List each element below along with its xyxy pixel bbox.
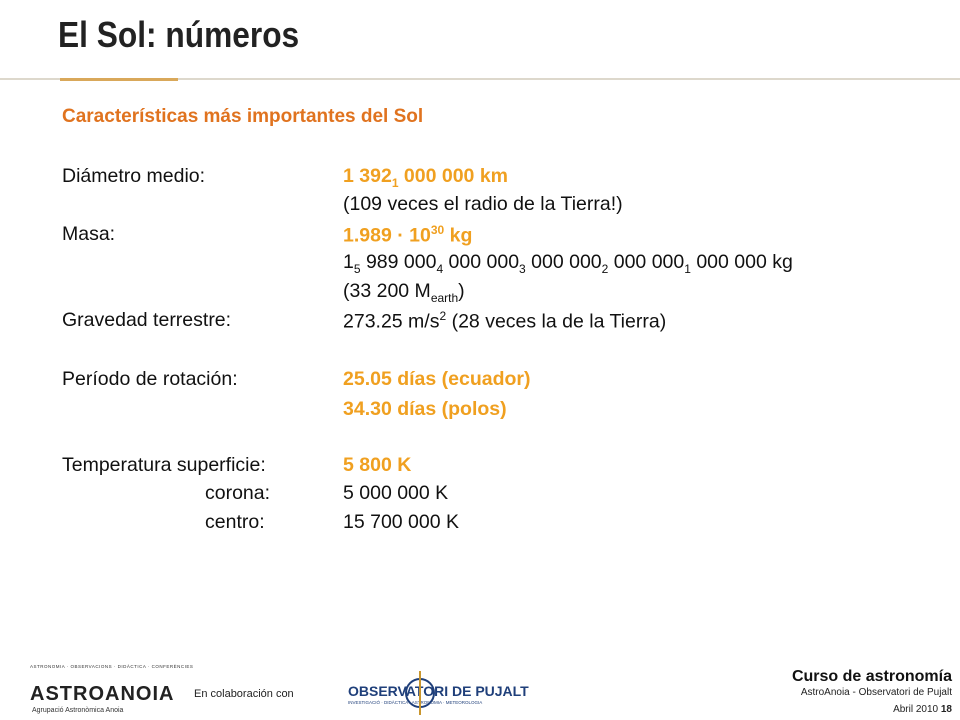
value-part: 273.25 m/s <box>343 310 440 333</box>
value-part: 15 700 000 K <box>343 511 460 533</box>
row-value: 273.25 m/s2 (28 veces la de la Tierra) <box>343 309 666 334</box>
value-part: (109 veces el radio de la Tierra!) <box>343 193 623 215</box>
header-rule <box>0 78 960 80</box>
value-part: 30 <box>430 223 445 237</box>
row-value: (33 200 Mearth) <box>343 280 465 305</box>
row-value: 1.989 · 1030 kg <box>343 223 472 248</box>
value-part: 2 <box>601 261 609 276</box>
value-part: 1 <box>391 175 399 190</box>
logo-tagline: ASTRONOMIA · OBSERVACIONS · DIDÀCTICA · … <box>30 664 194 669</box>
value-part: 000 000 <box>608 251 685 273</box>
pujalt-emblem <box>405 671 435 715</box>
row-value: 5 800 K <box>343 454 411 477</box>
row-label: centro: <box>205 511 265 533</box>
row-value: 34.30 días (polos) <box>343 398 507 421</box>
value-part: 000 000 kg <box>690 251 793 273</box>
value-part: 25.05 días (ecuador) <box>343 368 531 390</box>
row-value: 15 700 000 K <box>343 511 459 534</box>
collaboration: En colaboración con <box>194 688 294 700</box>
course: Curso de astronomía <box>791 668 952 685</box>
row-label: Período de rotación: <box>62 368 238 390</box>
header-accent <box>60 78 178 81</box>
pujalt-tagline: INVESTIGACIÓ · DIDÀCTICA · ASTRONOMIA · … <box>348 700 483 705</box>
row-label: Temperatura superficie: <box>62 454 266 476</box>
value-part: 5 <box>353 261 361 276</box>
organizers: AstroAnoia - Observatori de Pujalt <box>800 687 952 698</box>
row-value: 15 989 0004 000 0003 000 0002 000 0001 0… <box>343 251 793 276</box>
logo-pujalt: OBSERVATORI DE PUJALT <box>348 683 529 699</box>
row-label: Gravedad terrestre: <box>62 309 232 331</box>
value-part: 5 800 K <box>343 454 412 476</box>
page-number: 18 <box>940 704 952 715</box>
date: Abril 2010 <box>893 704 939 715</box>
value-part: earth <box>430 290 459 305</box>
value-part: 000 000 km <box>398 165 509 187</box>
value-part: 34.30 días (polos) <box>343 398 507 420</box>
value-part: 5 000 000 K <box>343 482 449 504</box>
logo-name: Agrupació Astronòmica Anoia <box>32 707 124 714</box>
value-part: 000 000 <box>525 251 602 273</box>
row-value: 25.05 días (ecuador) <box>343 368 531 391</box>
value-part: 1 <box>343 251 354 273</box>
row-value: 1 3921 000 000 km <box>343 165 508 190</box>
value-part: kg <box>444 224 473 247</box>
page-info: Abril 2010 18 <box>893 704 952 715</box>
logo-astroanoia: ASTROANOIA <box>30 683 175 705</box>
value-part: 3 <box>519 261 526 276</box>
row-label: Masa: <box>62 223 116 245</box>
row-value: (109 veces el radio de la Tierra!) <box>343 193 623 216</box>
value-part: (33 200 M <box>343 280 431 302</box>
value-part: ) <box>458 280 465 302</box>
value-part: 2 <box>439 309 447 323</box>
value-part: 1 392 <box>343 165 392 187</box>
value-part: 989 000 <box>360 251 437 273</box>
row-label: Diámetro medio: <box>62 165 206 187</box>
value-part: 000 000 <box>443 251 520 273</box>
value-part: 1 <box>684 261 691 276</box>
row-label: corona: <box>205 482 271 504</box>
value-part: 4 <box>436 261 444 276</box>
row-value: 5 000 000 K <box>343 482 448 505</box>
value-part: (28 veces la de la Tierra) <box>446 310 667 333</box>
section-title: Características más importantes del Sol <box>62 106 424 127</box>
value-part: 1.989 · 10 <box>343 224 431 247</box>
title: El Sol: números <box>58 14 300 55</box>
